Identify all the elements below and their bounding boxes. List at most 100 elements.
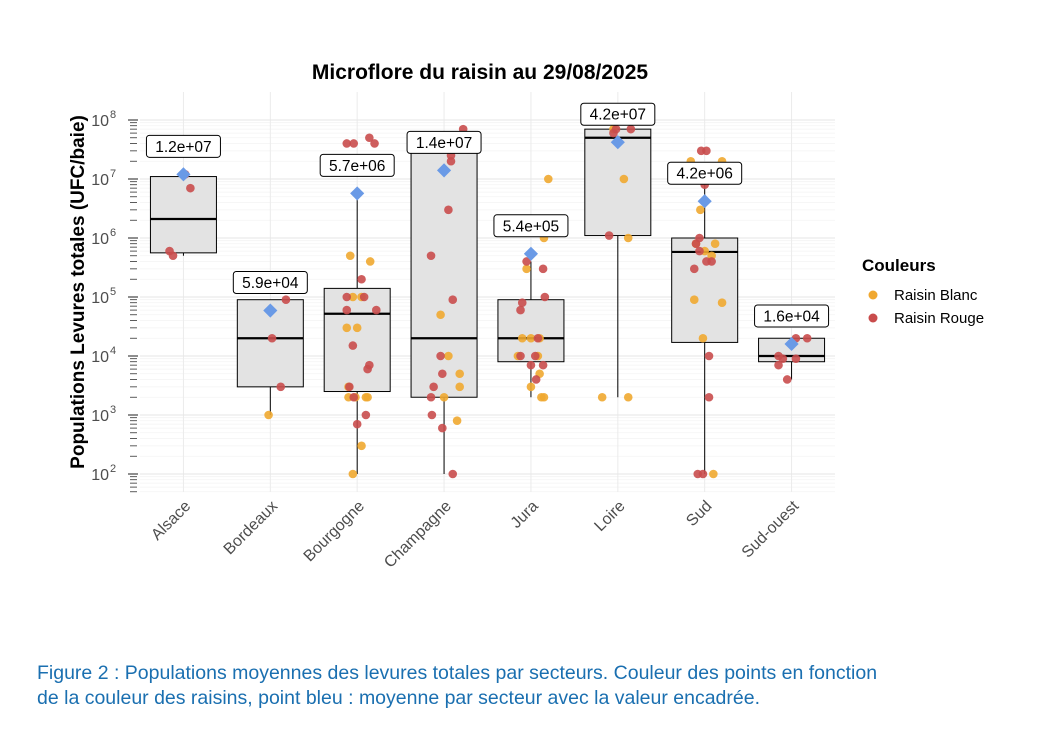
point-raisin-rouge xyxy=(538,264,548,274)
y-tick-exponent: 4 xyxy=(110,345,116,357)
mean-marker xyxy=(697,194,712,209)
point-raisin-blanc xyxy=(623,233,633,243)
point-raisin-rouge xyxy=(604,231,614,240)
y-axis-label: Populations Levures totales (UFC/baie) xyxy=(68,115,89,469)
point-raisin-blanc xyxy=(537,392,546,402)
point-raisin-rouge xyxy=(281,295,291,304)
point-raisin-rouge xyxy=(531,375,541,384)
point-raisin-rouge xyxy=(361,410,371,420)
point-raisin-rouge xyxy=(626,124,636,134)
point-raisin-rouge xyxy=(526,360,536,370)
x-tick-label: Jura xyxy=(508,498,542,532)
mean-label-box xyxy=(406,130,482,154)
point-raisin-blanc xyxy=(544,174,553,184)
point-raisin-rouge xyxy=(782,375,792,384)
mean-marker xyxy=(263,303,278,318)
point-raisin-blanc xyxy=(623,392,633,402)
point-raisin-rouge xyxy=(349,139,359,148)
y-tick-exponent: 3 xyxy=(110,404,116,416)
y-tick-label: 10 xyxy=(91,290,109,307)
point-raisin-rouge xyxy=(426,392,436,402)
point-raisin-blanc xyxy=(348,469,358,479)
point-raisin-rouge xyxy=(791,354,801,363)
mean-label-box xyxy=(319,153,395,177)
mean-label-box xyxy=(145,134,221,158)
point-raisin-rouge xyxy=(267,333,277,343)
point-raisin-rouge xyxy=(522,257,531,266)
caption-line-1: Figure 2 : Populations moyennes des levu… xyxy=(37,662,878,684)
box xyxy=(149,176,217,254)
box xyxy=(410,150,478,398)
legend-label: Raisin Blanc xyxy=(894,287,978,304)
x-tick-label: Sud-ouest xyxy=(739,497,803,561)
point-raisin-blanc xyxy=(345,251,355,261)
point-raisin-blanc xyxy=(264,410,273,420)
mean-label-box xyxy=(232,271,308,295)
legend-swatch xyxy=(868,313,878,323)
point-raisin-rouge xyxy=(348,341,358,350)
point-raisin-rouge xyxy=(530,351,540,361)
point-raisin-rouge xyxy=(516,351,525,361)
point-raisin-blanc xyxy=(352,323,362,333)
mean-marker xyxy=(436,163,452,178)
figure-caption: Figure 2 : Populations moyennes des levu… xyxy=(37,661,1027,711)
x-tick-label: Sud xyxy=(683,498,715,530)
mean-label: 4.2e+06 xyxy=(676,166,732,183)
point-raisin-rouge xyxy=(429,382,438,392)
mean-label-box xyxy=(667,161,743,185)
mean-marker xyxy=(784,336,799,352)
mean-marker xyxy=(610,135,625,150)
point-raisin-rouge xyxy=(448,469,458,479)
point-raisin-blanc xyxy=(526,382,536,392)
caption-line-2: de la couleur des raisins, point bleu : … xyxy=(37,687,761,709)
boxplot-chart: Microflore du raisin au 29/08/2025 Popul… xyxy=(68,61,984,572)
point-raisin-rouge xyxy=(359,292,369,302)
y-tick-exponent: 5 xyxy=(110,286,116,298)
point-raisin-rouge xyxy=(702,146,711,156)
point-raisin-blanc xyxy=(436,310,445,320)
mean-label: 5.7e+06 xyxy=(329,158,385,175)
legend-title: Couleurs xyxy=(862,256,936,275)
y-tick-exponent: 8 xyxy=(110,109,116,121)
point-raisin-rouge xyxy=(695,233,704,243)
box xyxy=(497,299,565,363)
point-raisin-rouge xyxy=(704,351,714,361)
point-raisin-blanc xyxy=(717,298,727,308)
point-raisin-blanc xyxy=(348,292,358,302)
mean-label-box xyxy=(754,304,830,328)
point-raisin-blanc xyxy=(357,441,366,451)
point-raisin-rouge xyxy=(448,295,458,304)
point-raisin-rouge xyxy=(372,305,381,315)
y-tick-exponent: 2 xyxy=(110,463,116,475)
point-raisin-rouge xyxy=(516,305,525,315)
mean-label: 4.2e+07 xyxy=(590,107,646,124)
mean-label-box xyxy=(493,214,569,238)
point-raisin-rouge xyxy=(802,333,812,343)
point-raisin-rouge xyxy=(365,360,374,370)
x-tick-label: Bourgogne xyxy=(301,498,368,565)
chart-title: Microflore du raisin au 29/08/2025 xyxy=(312,61,648,84)
point-raisin-rouge xyxy=(704,392,714,402)
point-raisin-rouge xyxy=(342,139,352,148)
mean-marker xyxy=(350,186,365,201)
point-raisin-rouge xyxy=(774,360,783,370)
legend-label: Raisin Rouge xyxy=(894,310,984,327)
point-raisin-rouge xyxy=(438,369,447,379)
point-raisin-rouge xyxy=(517,298,527,308)
y-tick-exponent: 6 xyxy=(110,227,116,239)
point-raisin-rouge xyxy=(609,128,618,138)
point-raisin-blanc xyxy=(452,416,462,426)
point-raisin-blanc xyxy=(455,369,465,379)
point-raisin-rouge xyxy=(427,410,437,420)
box xyxy=(323,287,391,393)
point-raisin-blanc xyxy=(455,382,465,392)
point-raisin-blanc xyxy=(522,264,531,274)
point-raisin-rouge xyxy=(438,423,447,433)
x-tick-label: Champagne xyxy=(381,498,455,572)
y-tick-label: 10 xyxy=(91,467,109,484)
point-raisin-rouge xyxy=(538,360,548,370)
point-raisin-rouge xyxy=(689,264,699,274)
x-tick-label: Alsace xyxy=(148,498,194,544)
point-raisin-rouge xyxy=(349,392,359,402)
point-raisin-rouge xyxy=(695,246,704,256)
